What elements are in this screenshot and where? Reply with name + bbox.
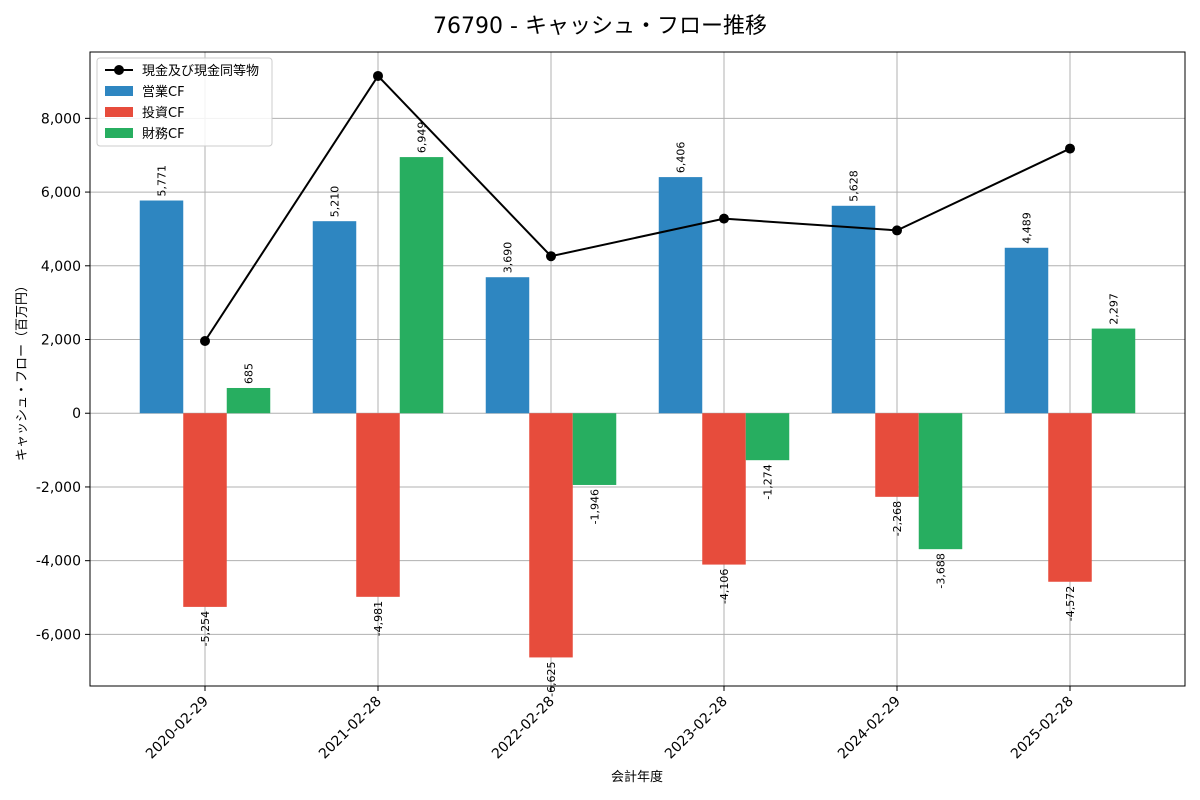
x-tick-label: 2020-02-29 [143, 694, 212, 763]
legend-label: 投資CF [142, 105, 185, 121]
bar-value-label: 2,297 [1108, 293, 1121, 325]
bar-value-label: 5,771 [156, 165, 169, 197]
bar-value-label: -4,106 [718, 569, 731, 604]
chart-title: 76790 - キャッシュ・フロー推移 [433, 14, 767, 39]
x-tick-label: 2021-02-28 [316, 694, 385, 763]
bar [572, 413, 617, 485]
y-axis-ticks: -6,000 -4,000 -2,000 0 2,000 4,000 6,000 8,000 [36, 111, 90, 643]
plot-frame [89, 51, 1186, 687]
cash-line-point [1065, 143, 1075, 154]
y-tick-label: 2,000 [41, 333, 81, 349]
bar [918, 413, 963, 550]
bar-value-label: -4,572 [1064, 586, 1077, 621]
bar-value-label: -1,274 [762, 464, 775, 499]
bar [1048, 413, 1092, 582]
legend-label: 営業CF [142, 84, 185, 100]
bar [183, 413, 227, 607]
y-tick-label: 4,000 [41, 259, 81, 275]
bar-value-label: 3,690 [502, 242, 515, 274]
bar-value-label: -5,254 [199, 611, 212, 646]
bar [1004, 247, 1049, 414]
x-tick-label: 2022-02-28 [489, 694, 558, 763]
cash-line-point [373, 70, 383, 81]
cash-line [200, 70, 1075, 346]
bar-value-label: 6,949 [416, 122, 429, 154]
legend-label: 現金及び現金同等物 [142, 63, 259, 79]
legend-swatch [105, 86, 133, 96]
x-tick-label: 2023-02-28 [662, 694, 731, 763]
cash-line-point [719, 213, 729, 224]
cash-line-point [546, 251, 556, 262]
y-tick-label: 8,000 [41, 111, 81, 127]
bar [399, 157, 444, 414]
bar [529, 413, 573, 658]
bar-value-label: -2,268 [891, 501, 904, 536]
cash-line-path [204, 74, 1071, 342]
bar [831, 205, 876, 414]
bar-value-label: -3,688 [935, 553, 948, 588]
legend-label: 財務CF [142, 127, 185, 142]
legend-swatch [105, 107, 133, 117]
bar-value-label: 6,406 [675, 142, 688, 174]
legend-marker [114, 65, 124, 75]
y-axis-label: キャッシュ・フロー（百万円） [15, 279, 30, 461]
bar [875, 413, 919, 497]
bar [139, 200, 184, 414]
y-tick-label: 0 [72, 406, 81, 422]
legend-swatch [105, 128, 133, 138]
bar [226, 387, 271, 414]
bar [745, 413, 790, 461]
bar-value-labels: 5,771 5,210 3,690 6,406 5,628 4,489 -5,254 -4,9… [156, 122, 1121, 697]
x-axis-label: 会計年度 [611, 769, 663, 785]
legend-box [96, 57, 273, 147]
cash-line-point [892, 225, 902, 236]
y-tick-label: -6,000 [36, 627, 81, 643]
cash-line-point [200, 335, 210, 346]
y-tick-label: 6,000 [41, 185, 81, 201]
x-tick-label: 2024-02-29 [835, 694, 904, 763]
bar-value-label: 685 [243, 363, 256, 384]
bar-value-label: -6,625 [545, 661, 558, 696]
y-tick-label: -4,000 [36, 554, 81, 570]
bar-value-label: -4,981 [372, 601, 385, 636]
bar [312, 221, 357, 414]
bar [702, 413, 746, 565]
bar-value-label: 5,628 [848, 170, 861, 202]
bar-value-label: 5,210 [329, 186, 342, 218]
bar [658, 177, 703, 414]
bar-value-label: 4,489 [1021, 212, 1034, 244]
y-tick-label: -2,000 [36, 480, 81, 496]
bar [356, 413, 400, 597]
x-tick-label: 2025-02-28 [1008, 694, 1077, 763]
bar [485, 277, 530, 414]
bars [139, 157, 1136, 658]
bar [1091, 328, 1136, 414]
x-axis-ticks: 2020-02-29 2021-02-28 2022-02-28 2023-02-28… [143, 686, 1077, 762]
bar-value-label: -1,946 [589, 489, 602, 524]
